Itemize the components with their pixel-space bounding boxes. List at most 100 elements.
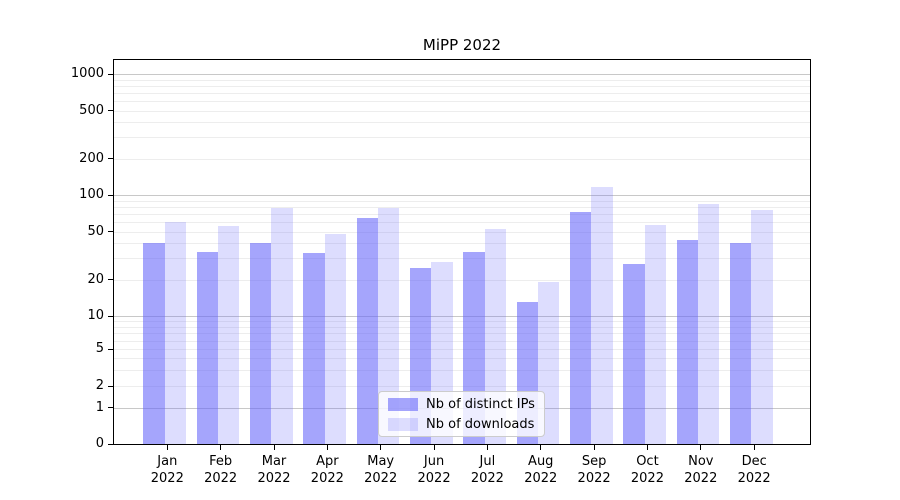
minor-gridline: [114, 222, 810, 224]
y-axis-tick-label: 0: [95, 436, 104, 451]
plot-area: [114, 60, 810, 444]
distinct-ips-bar: [250, 243, 272, 444]
x-axis-tick: [646, 445, 649, 450]
downloads-bar: [271, 208, 293, 444]
y-axis-tick-label: 1000: [70, 66, 104, 81]
x-axis-tick: [753, 445, 755, 450]
bars-layer: [114, 60, 810, 444]
downloads-bar: [164, 222, 186, 444]
minor-gridline: [114, 206, 810, 208]
minor-gridline: [114, 110, 810, 112]
minor-gridline: [114, 326, 810, 328]
minor-gridline: [114, 386, 810, 387]
legend-item-downloads: Nb of downloads: [388, 417, 535, 432]
y-axis-tick: [108, 158, 114, 160]
y-axis-tick: [108, 279, 114, 281]
legend-swatch-downloads: [388, 417, 418, 431]
y-axis-tick: [108, 407, 114, 409]
x-axis-tick: [540, 445, 542, 450]
x-axis-tick: [593, 445, 595, 450]
x-axis-tick-label: May 2022: [364, 454, 398, 486]
minor-gridline: [114, 85, 810, 87]
minor-gridline: [114, 137, 810, 139]
y-axis-tick: [108, 443, 114, 445]
distinct-ips-bar: [623, 263, 645, 444]
x-axis-tick: [166, 445, 168, 450]
legend-item-distinct-ips: Nb of distinct IPs: [388, 397, 535, 412]
y-axis-tick-label: 10: [87, 308, 104, 323]
y-axis-tick: [108, 348, 114, 350]
major-gridline: [114, 74, 810, 75]
distinct-ips-bar: [303, 253, 325, 444]
x-axis-tick-label: Apr 2022: [310, 454, 344, 486]
legend-label-downloads: Nb of downloads: [426, 416, 535, 432]
y-axis-tick: [108, 73, 114, 75]
y-axis-tick: [108, 315, 114, 317]
y-axis-tick-label: 1: [95, 399, 104, 415]
minor-gridline: [114, 231, 810, 233]
major-gridline: [114, 195, 810, 197]
minor-gridline: [114, 122, 810, 124]
downloads-bar: [484, 228, 506, 444]
minor-gridline: [114, 358, 810, 360]
x-axis-tick: [220, 445, 222, 450]
x-axis-tick: [273, 445, 275, 450]
x-axis-tick-label: Jul 2022: [470, 454, 504, 486]
legend: Nb of distinct IPs Nb of downloads: [378, 391, 545, 437]
downloads-bar: [698, 203, 720, 444]
y-axis-tick-label: 20: [87, 271, 104, 287]
minor-gridline: [114, 200, 810, 202]
x-axis-tick-label: Dec 2022: [737, 454, 771, 486]
y-axis-tick-label: 200: [79, 150, 104, 166]
y-axis-tick: [108, 385, 114, 387]
y-axis-tick-label: 50: [87, 223, 104, 239]
x-axis-tick-label: Oct 2022: [630, 454, 664, 486]
gridlines-layer: [114, 60, 810, 444]
distinct-ips-bar: [143, 243, 165, 444]
downloads-bar: [217, 225, 240, 444]
x-axis-tick-label: Nov 2022: [684, 454, 718, 486]
downloads-bar: [378, 208, 400, 444]
minor-gridline: [114, 369, 810, 371]
y-axis-tick: [108, 231, 114, 233]
y-axis-tick-label: 5: [95, 341, 104, 357]
minor-gridline: [114, 333, 810, 335]
downloads-bar: [324, 233, 346, 444]
x-axis-tick-label: Jun 2022: [417, 454, 451, 486]
x-axis-tick: [433, 445, 435, 450]
x-axis-tick: [486, 445, 489, 450]
minor-gridline: [114, 100, 810, 102]
minor-gridline: [114, 158, 810, 160]
minor-gridline: [114, 279, 810, 281]
distinct-ips-bar: [676, 239, 699, 444]
minor-gridline: [114, 79, 810, 81]
x-axis-tick: [380, 445, 382, 450]
distinct-ips-bar: [196, 251, 218, 444]
distinct-ips-bar: [730, 243, 752, 444]
x-axis-tick-label: Sep 2022: [577, 454, 611, 486]
chart-title: MiPP 2022: [422, 36, 502, 54]
minor-gridline: [114, 92, 810, 94]
distinct-ips-bar: [570, 211, 592, 444]
minor-gridline: [114, 321, 810, 323]
x-axis-tick-label: Aug 2022: [524, 454, 558, 486]
x-axis-tick: [326, 445, 329, 450]
minor-gridline: [114, 243, 810, 245]
legend-label-distinct-ips: Nb of distinct IPs: [426, 396, 535, 412]
x-axis-tick-label: Mar 2022: [257, 454, 291, 486]
major-gridline: [114, 316, 810, 317]
x-axis-tick-label: Jan 2022: [150, 454, 184, 486]
y-axis-tick-label: 500: [79, 102, 104, 118]
legend-swatch-distinct-ips: [388, 397, 418, 411]
y-axis-tick-label: 100: [79, 187, 104, 203]
downloads-bar: [751, 210, 773, 444]
x-axis-tick: [700, 445, 702, 450]
y-axis-tick: [108, 194, 114, 196]
y-axis-tick: [108, 110, 114, 112]
minor-gridline: [114, 258, 810, 260]
minor-gridline: [114, 340, 810, 342]
downloads-bar: [591, 187, 613, 444]
distinct-ips-bar: [356, 217, 378, 444]
minor-gridline: [114, 349, 810, 351]
